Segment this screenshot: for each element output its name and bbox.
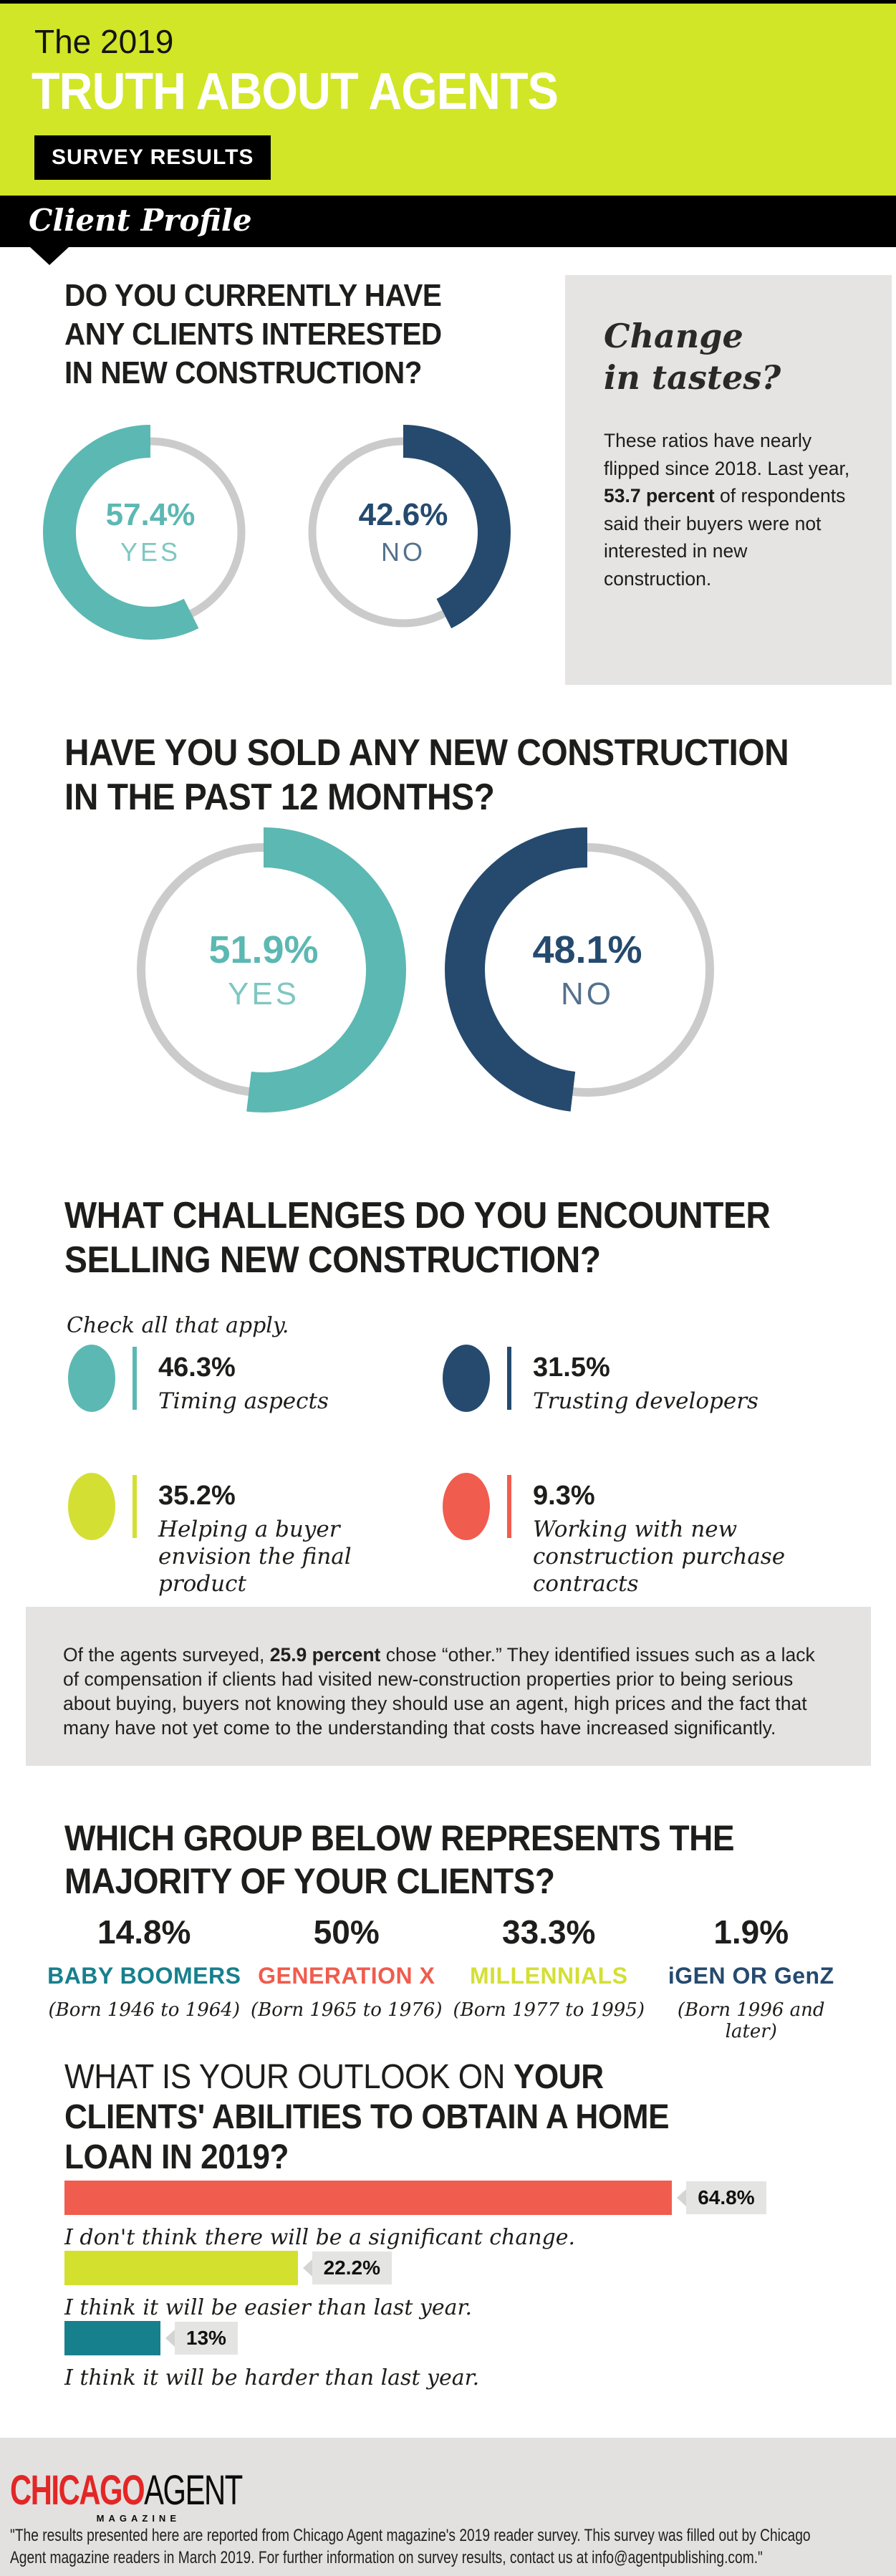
generation-x-label: GENERATION X <box>258 1963 435 1989</box>
caption-easier: I think it will be easier than last year… <box>64 2295 473 2320</box>
tab-pointer-triangle <box>30 247 69 265</box>
donut-q1-yes-label: 57.4% YES <box>105 497 196 567</box>
millennials-pct: 33.3% <box>502 1913 596 1951</box>
question-2-title: HAVE YOU SOLD ANY NEW CONSTRUCTION IN TH… <box>64 732 789 818</box>
donut-q2-no: 48.1% NO <box>438 821 736 1119</box>
section-tab-label: Client Profile <box>29 203 252 238</box>
purchase-contracts-dot-icon <box>443 1473 490 1540</box>
header-kicker: The 2019 <box>34 23 174 60</box>
donut-q2-no-label: 48.1% NO <box>532 928 642 1011</box>
caption-no-change: I don't think there will be a significan… <box>64 2225 576 2250</box>
logo-magazine: MAGAZINE <box>96 2513 180 2524</box>
other-responses-text: Of the agents surveyed, 25.9 percent cho… <box>63 1644 815 1739</box>
section-tab-bar: Client Profile <box>0 196 896 247</box>
igen-genz-born: (Born 1996 and later) <box>677 1999 825 2042</box>
donut-q1-yes: 57.4% YES <box>39 421 261 643</box>
outlook-bar-easier: 22.2% I think it will be easier than las… <box>64 2251 832 2320</box>
logo-chicago: CHICAGO <box>10 2467 145 2514</box>
check-all-note: Check all that apply. <box>67 1313 289 1338</box>
header-banner: The 2019 TRUTH ABOUT AGENTS SURVEY RESUL… <box>0 4 896 196</box>
millennials-label: MILLENNIALS <box>469 1963 628 1989</box>
bar-value-chip-no-change: 64.8% <box>677 2181 766 2214</box>
group-igen-genz: 1.9% iGEN OR GenZ (Born 1996 and later) <box>650 1913 853 2042</box>
question-4-title: WHICH GROUP BELOW REPRESENTS THE MAJORIT… <box>64 1818 735 1901</box>
question-3-title: WHAT CHALLENGES DO YOU ENCOUNTER SELLING… <box>64 1195 771 1281</box>
buyer-envision-tick <box>133 1475 137 1538</box>
timing-aspects-dot-icon <box>68 1345 115 1412</box>
baby-boomers-label: BABY BOOMERS <box>47 1963 241 1989</box>
timing-aspects-tick <box>133 1347 137 1410</box>
group-baby-boomers: 14.8% BABY BOOMERS (Born 1946 to 1964) <box>43 1913 246 2042</box>
change-in-tastes-callout: Change in tastes? These ratios have near… <box>565 275 892 685</box>
donut-q2-yes-ring <box>121 827 406 1112</box>
trusting-developers-dot-icon <box>443 1345 490 1412</box>
question-5-title: WHAT IS YOUR OUTLOOK ON YOUR CLIENTS' AB… <box>64 2058 670 2176</box>
logo-agent: AGENT <box>144 2467 243 2514</box>
generation-x-pct: 50% <box>313 1913 380 1951</box>
baby-boomers-born: (Born 1946 to 1964) <box>48 1999 240 2021</box>
client-generation-groups: 14.8% BABY BOOMERS (Born 1946 to 1964) 5… <box>43 1913 852 2042</box>
footer-disclaimer: "The results presented here are reported… <box>10 2526 811 2567</box>
igen-genz-pct: 1.9% <box>713 1913 789 1951</box>
bar-value-chip-harder: 13% <box>165 2322 238 2355</box>
outlook-bar-no-change: 64.8% I don't think there will be a sign… <box>64 2181 832 2250</box>
callout-title: Change in tastes? <box>604 317 781 397</box>
challenge-timing-aspects: 46.3% Timing aspects <box>68 1344 423 1415</box>
group-generation-x: 50% GENERATION X (Born 1965 to 1976) <box>246 1913 448 2042</box>
purchase-contracts-tick <box>507 1475 511 1538</box>
millennials-born: (Born 1977 to 1995) <box>453 1999 645 2021</box>
callout-body: These ratios have nearly flipped since 2… <box>604 430 850 590</box>
buyer-envision-label: Helping a buyer envision the final produ… <box>158 1517 352 1597</box>
buyer-envision-dot-icon <box>68 1473 115 1540</box>
trusting-developers-pct: 31.5% <box>533 1352 610 1383</box>
donut-q1-no-label: 42.6% NO <box>358 497 448 567</box>
timing-aspects-pct: 46.3% <box>158 1352 236 1383</box>
donut-q2-yes: 51.9% YES <box>115 821 413 1119</box>
other-responses-note-box: Of the agents surveyed, 25.9 percent cho… <box>26 1607 871 1766</box>
donut-q2-no-ring <box>445 827 730 1112</box>
challenge-buyer-envision: 35.2% Helping a buyer envision the final… <box>68 1472 423 1597</box>
trusting-developers-label: Trusting developers <box>533 1388 758 1414</box>
bar-harder-than-last-year <box>64 2321 160 2355</box>
footer-band <box>0 2438 896 2576</box>
generation-x-born: (Born 1965 to 1976) <box>251 1999 443 2021</box>
trusting-developers-tick <box>507 1347 511 1410</box>
chicago-agent-magazine-logo: CHICAGOAGENT MAGAZINE <box>10 2470 246 2524</box>
challenge-trusting-developers: 31.5% Trusting developers <box>443 1344 869 1415</box>
timing-aspects-label: Timing aspects <box>158 1388 329 1414</box>
purchase-contracts-pct: 9.3% <box>533 1481 595 1511</box>
donut-q2-yes-label: 51.9% YES <box>208 928 319 1011</box>
baby-boomers-pct: 14.8% <box>97 1913 191 1951</box>
caption-harder: I think it will be harder than last year… <box>64 2365 480 2390</box>
bar-easier-than-last-year <box>64 2251 298 2285</box>
group-millennials: 33.3% MILLENNIALS (Born 1977 to 1995) <box>448 1913 650 2042</box>
bar-value-chip-easier: 22.2% <box>302 2251 392 2284</box>
challenge-purchase-contracts: 9.3% Working with new construction purch… <box>443 1472 869 1597</box>
buyer-envision-pct: 35.2% <box>158 1481 236 1511</box>
top-border <box>0 0 896 4</box>
donut-q1-yes-ring <box>43 425 258 640</box>
purchase-contracts-label: Working with new construction purchase c… <box>533 1517 786 1597</box>
donut-q1-no-ring <box>296 425 511 640</box>
page-title: TRUTH ABOUT AGENTS <box>32 63 559 120</box>
question-1-title: DO YOU CURRENTLY HAVE ANY CLIENTS INTERE… <box>64 278 442 390</box>
bar-no-significant-change <box>64 2181 673 2215</box>
outlook-bar-harder: 13% I think it will be harder than last … <box>64 2321 832 2390</box>
donut-q1-no: 42.6% NO <box>292 421 514 643</box>
survey-results-badge: SURVEY RESULTS <box>34 135 271 180</box>
igen-genz-label: iGEN OR GenZ <box>668 1963 834 1989</box>
